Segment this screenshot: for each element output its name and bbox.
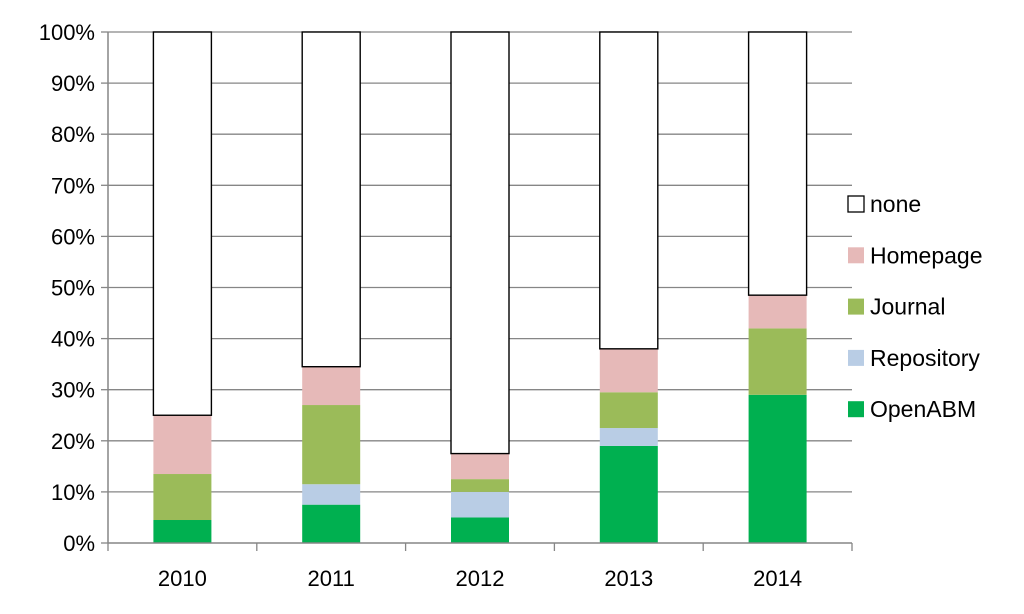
bar-segment-openabm-2011 [302, 504, 361, 543]
x-tick-labels: 2010 2011 2012 2013 2014 [158, 566, 802, 591]
bar-segment-openabm-2012 [451, 517, 509, 543]
bar-segment-homepage-2013 [599, 348, 658, 393]
y-tick-label: 90% [51, 71, 95, 96]
legend-label: none [870, 191, 921, 217]
bar-segment-none-2014 [748, 32, 807, 296]
y-tick-label: 30% [51, 378, 95, 403]
legend-swatch-repository [848, 349, 864, 366]
legend-swatch-openabm [848, 401, 864, 418]
x-tick-label: 2012 [456, 566, 505, 591]
legend-label: Repository [870, 345, 980, 371]
y-tick-label: 70% [51, 173, 95, 198]
bar-segment-journal-2014 [748, 328, 807, 395]
legend-label: Journal [870, 294, 945, 320]
axes [101, 31, 853, 551]
y-tick-label: 10% [51, 480, 95, 505]
x-tick-label: 2014 [753, 566, 802, 591]
y-tick-label: 60% [51, 224, 95, 249]
bar-segment-journal-2013 [599, 392, 658, 429]
legend-label: OpenABM [870, 396, 976, 422]
bar-segment-homepage-2011 [302, 366, 361, 406]
bar-segment-journal-2011 [302, 405, 361, 485]
bar-segment-none-2010 [153, 32, 212, 416]
x-tick-label: 2013 [604, 566, 653, 591]
y-tick-label: 20% [51, 429, 95, 454]
y-tick-label: 0% [63, 531, 95, 556]
bar-segment-repository-2013 [599, 428, 658, 446]
bars [152, 31, 808, 543]
y-tick-labels: 0% 10% 20% 30% 40% 50% 60% 70% 80% 90% 100% [39, 20, 95, 556]
x-tick-label: 2011 [308, 566, 355, 591]
bar-none-border-2012 [450, 31, 510, 455]
legend-swatch-homepage [848, 247, 864, 264]
bar-segment-none-2013 [599, 32, 658, 349]
y-tick-label: 100% [39, 20, 95, 45]
bar-segment-openabm-2010 [153, 520, 212, 543]
bar-none-border-2014 [747, 31, 808, 296]
bar-segment-journal-2010 [153, 474, 212, 521]
y-tick-label: 80% [51, 122, 95, 147]
bar-segment-homepage-2014 [748, 295, 807, 329]
bar-none-border-2010 [152, 31, 213, 416]
bar-segment-repository-2012 [451, 491, 509, 518]
bar-segment-repository-2011 [302, 484, 361, 505]
bar-segment-journal-2012 [451, 479, 509, 492]
legend-swatch-journal [848, 298, 864, 315]
y-tick-label: 50% [51, 276, 95, 301]
x-tick-label: 2010 [158, 566, 207, 591]
legend-swatch-none [847, 195, 865, 213]
bar-none-border-2013 [599, 31, 659, 350]
y-tick-label: 40% [51, 327, 95, 352]
bar-segment-homepage-2012 [451, 453, 509, 480]
bar-segment-openabm-2013 [599, 445, 658, 543]
legend-label: Homepage [870, 242, 983, 268]
bar-segment-openabm-2014 [748, 394, 807, 543]
bar-none-border-2011 [301, 31, 361, 368]
legend: none Homepage Journal Repository OpenABM [847, 191, 983, 422]
bar-segment-none-2011 [302, 32, 361, 367]
bar-segment-none-2012 [451, 32, 509, 454]
bar-segment-homepage-2010 [153, 415, 212, 475]
